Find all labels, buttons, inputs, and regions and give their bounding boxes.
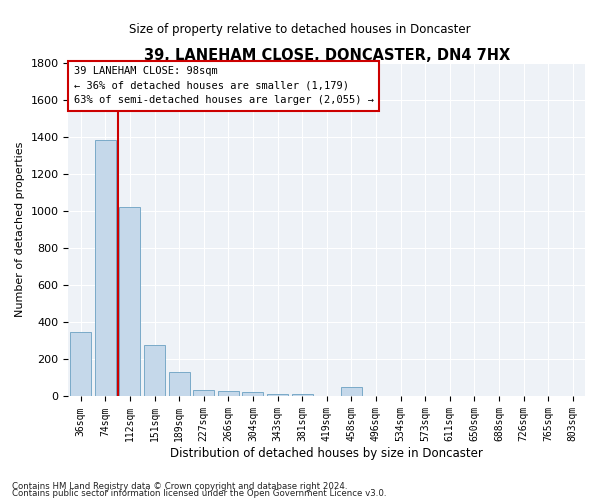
Bar (95, 140, 116, 396)
Title: 39, LANEHAM CLOSE, DONCASTER, DN4 7HX: 39, LANEHAM CLOSE, DONCASTER, DN4 7HX (143, 48, 510, 62)
Bar (119, 207, 140, 396)
Text: Contains public sector information licensed under the Open Government Licence v3: Contains public sector information licen… (12, 489, 386, 498)
Text: Contains HM Land Registry data © Crown copyright and database right 2024.: Contains HM Land Registry data © Crown c… (12, 482, 347, 491)
Y-axis label: Number of detached properties: Number of detached properties (15, 142, 25, 317)
Bar (292, 394, 313, 396)
Bar (144, 344, 165, 397)
Bar (70, 332, 91, 396)
Text: 39 LANEHAM CLOSE: 98sqm
← 36% of detached houses are smaller (1,179)
63% of semi: 39 LANEHAM CLOSE: 98sqm ← 36% of detache… (74, 66, 374, 106)
Bar (267, 394, 288, 396)
Bar (169, 372, 190, 396)
Bar (193, 390, 214, 396)
Text: Size of property relative to detached houses in Doncaster: Size of property relative to detached ho… (129, 22, 471, 36)
Bar (218, 392, 239, 396)
Bar (242, 392, 263, 396)
X-axis label: Distribution of detached houses by size in Doncaster: Distribution of detached houses by size … (170, 447, 483, 460)
Bar (341, 387, 362, 396)
